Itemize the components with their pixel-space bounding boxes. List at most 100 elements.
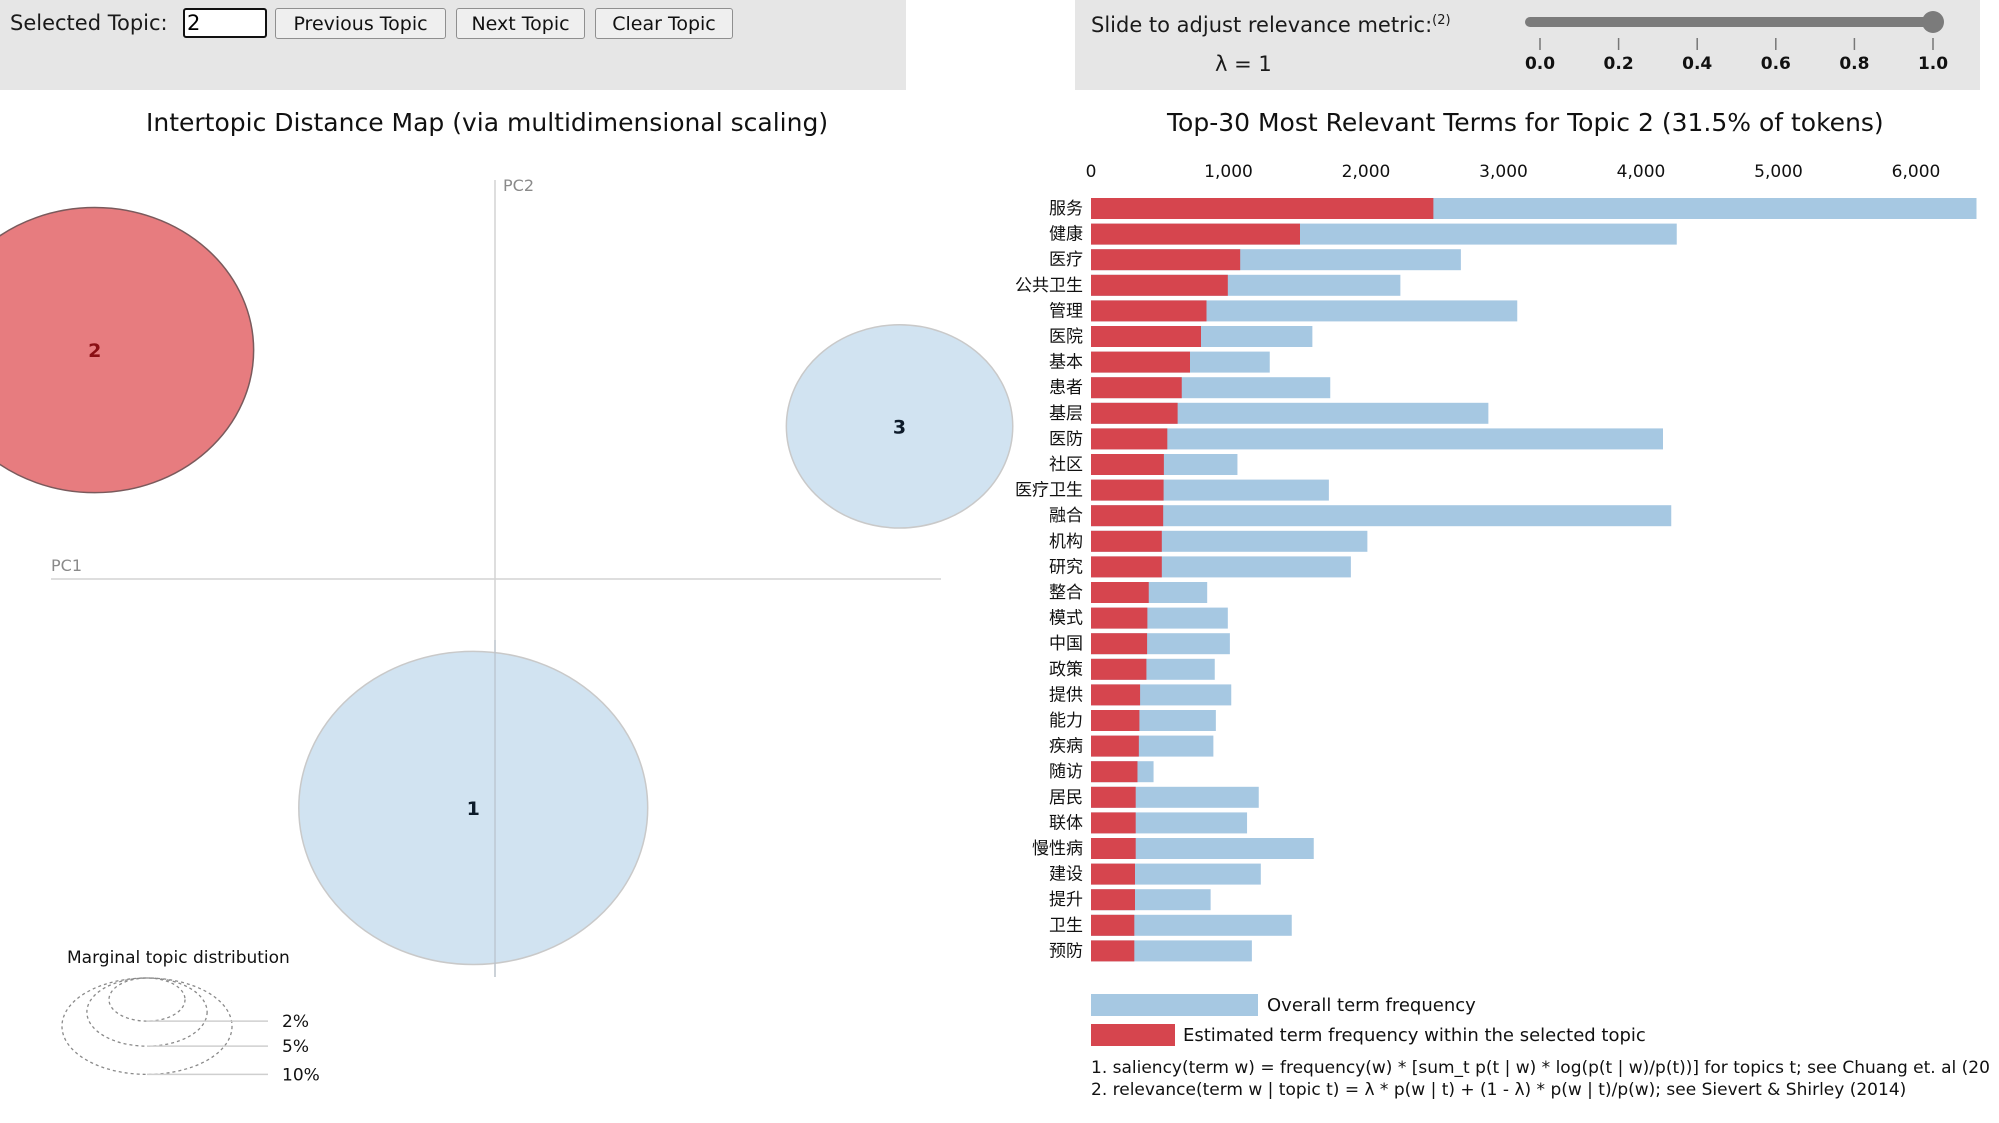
topic-frequency-bar[interactable]: [1091, 914, 1135, 936]
term-label[interactable]: 中国: [1049, 634, 1083, 654]
term-label[interactable]: 医疗卫生: [1015, 481, 1083, 501]
term-label[interactable]: 卫生: [1049, 916, 1083, 936]
term-row[interactable]: 公共卫生: [1015, 274, 1401, 296]
term-label[interactable]: 机构: [1049, 532, 1083, 552]
topic-frequency-bar[interactable]: [1091, 274, 1228, 296]
topic-frequency-bar[interactable]: [1091, 582, 1149, 603]
topic-frequency-bar[interactable]: [1091, 940, 1135, 962]
term-label[interactable]: 整合: [1049, 583, 1083, 603]
term-row[interactable]: 预防: [1049, 940, 1252, 962]
term-label[interactable]: 慢性病: [1032, 838, 1083, 859]
term-label[interactable]: 提供: [1049, 685, 1083, 705]
topic-frequency-bar[interactable]: [1091, 889, 1135, 911]
term-label[interactable]: 健康: [1049, 225, 1083, 245]
term-row[interactable]: 联体: [1049, 812, 1248, 834]
overall-frequency-bar[interactable]: [1091, 505, 1672, 527]
previous-topic-button[interactable]: Previous Topic: [275, 8, 446, 39]
topic-frequency-bar[interactable]: [1091, 607, 1148, 629]
term-label[interactable]: 提升: [1049, 890, 1083, 910]
term-row[interactable]: 提升: [1049, 889, 1211, 911]
term-label[interactable]: 医院: [1049, 327, 1083, 347]
topic-frequency-bar[interactable]: [1091, 428, 1168, 450]
term-row[interactable]: 随访: [1049, 761, 1154, 783]
term-row[interactable]: 医疗: [1049, 249, 1461, 271]
topic-frequency-bar[interactable]: [1091, 326, 1201, 347]
term-label[interactable]: 患者: [1049, 378, 1083, 398]
slider-thumb[interactable]: [1922, 11, 1944, 33]
topic-frequency-bar[interactable]: [1091, 223, 1300, 245]
topic-circle-2[interactable]: [0, 206, 255, 494]
term-label[interactable]: 政策: [1049, 660, 1083, 680]
term-row[interactable]: 研究: [1049, 556, 1351, 578]
topic-frequency-bar[interactable]: [1091, 735, 1139, 757]
term-row[interactable]: 居民: [1049, 786, 1259, 808]
topic-frequency-bar[interactable]: [1091, 838, 1136, 859]
topic-frequency-bar[interactable]: [1091, 684, 1141, 706]
topic-frequency-bar[interactable]: [1091, 351, 1190, 373]
topic-frequency-bar[interactable]: [1091, 812, 1136, 834]
term-label[interactable]: 居民: [1049, 788, 1083, 808]
term-label[interactable]: 融合: [1049, 506, 1083, 526]
topic-frequency-bar[interactable]: [1091, 479, 1164, 501]
topic-frequency-bar[interactable]: [1091, 556, 1162, 578]
term-row[interactable]: 卫生: [1049, 914, 1292, 936]
topic-frequency-bar[interactable]: [1091, 863, 1135, 885]
relevance-slider[interactable]: 0.0 0.2 0.4 0.6 0.8 1.0: [1075, 0, 1980, 90]
selected-topic-input[interactable]: [183, 8, 267, 38]
term-label[interactable]: 研究: [1049, 557, 1083, 577]
topic-frequency-bar[interactable]: [1091, 198, 1434, 219]
term-row[interactable]: 患者: [1049, 377, 1331, 399]
topic-frequency-bar[interactable]: [1091, 505, 1164, 527]
term-row[interactable]: 政策: [1049, 658, 1215, 680]
term-row[interactable]: 医疗卫生: [1015, 479, 1329, 501]
topic-frequency-bar[interactable]: [1091, 710, 1140, 731]
term-row[interactable]: 社区: [1049, 454, 1238, 475]
term-label[interactable]: 基层: [1049, 404, 1083, 424]
term-row[interactable]: 提供: [1049, 684, 1232, 706]
term-label[interactable]: 建设: [1049, 865, 1083, 885]
term-row[interactable]: 建设: [1049, 863, 1261, 885]
topic-frequency-bar[interactable]: [1091, 658, 1147, 680]
term-row[interactable]: 健康: [1049, 223, 1677, 245]
term-label[interactable]: 模式: [1049, 609, 1083, 629]
term-row[interactable]: 基本: [1049, 351, 1270, 373]
term-row[interactable]: 模式: [1049, 607, 1228, 629]
clear-topic-button[interactable]: Clear Topic: [595, 8, 733, 39]
term-label[interactable]: 基本: [1049, 353, 1083, 373]
term-label[interactable]: 公共卫生: [1015, 276, 1083, 296]
term-label[interactable]: 疾病: [1049, 737, 1083, 757]
topic-frequency-bar[interactable]: [1091, 249, 1241, 271]
term-label[interactable]: 预防: [1049, 941, 1083, 961]
term-label[interactable]: 医疗: [1049, 250, 1083, 270]
term-row[interactable]: 融合: [1049, 505, 1672, 527]
overall-frequency-bar[interactable]: [1091, 914, 1292, 936]
term-label[interactable]: 随访: [1049, 762, 1083, 782]
topic-frequency-bar[interactable]: [1091, 377, 1182, 399]
term-row[interactable]: 管理: [1049, 300, 1518, 322]
overall-frequency-bar[interactable]: [1091, 402, 1489, 424]
term-row[interactable]: 中国: [1049, 633, 1230, 655]
next-topic-button[interactable]: Next Topic: [456, 8, 585, 39]
term-row[interactable]: 慢性病: [1032, 838, 1314, 859]
term-label[interactable]: 服务: [1049, 199, 1083, 219]
topic-frequency-bar[interactable]: [1091, 633, 1148, 655]
term-label[interactable]: 能力: [1049, 711, 1083, 731]
topic-frequency-bar[interactable]: [1091, 402, 1178, 424]
term-row[interactable]: 医院: [1049, 326, 1313, 347]
term-row[interactable]: 医防: [1049, 428, 1663, 450]
topic-circle-1[interactable]: [298, 650, 649, 966]
term-row[interactable]: 机构: [1049, 530, 1368, 552]
term-label[interactable]: 管理: [1049, 301, 1083, 321]
term-row[interactable]: 服务: [1049, 198, 1977, 219]
term-label[interactable]: 社区: [1049, 455, 1083, 475]
topic-circle-3[interactable]: [785, 324, 1014, 529]
topic-frequency-bar[interactable]: [1091, 300, 1207, 322]
topic-frequency-bar[interactable]: [1091, 761, 1138, 783]
term-row[interactable]: 能力: [1049, 710, 1216, 731]
overall-frequency-bar[interactable]: [1091, 428, 1663, 450]
term-label[interactable]: 医防: [1049, 429, 1083, 449]
term-row[interactable]: 疾病: [1049, 735, 1214, 757]
overall-frequency-bar[interactable]: [1091, 838, 1314, 859]
term-row[interactable]: 基层: [1049, 402, 1489, 424]
topic-frequency-bar[interactable]: [1091, 454, 1164, 475]
